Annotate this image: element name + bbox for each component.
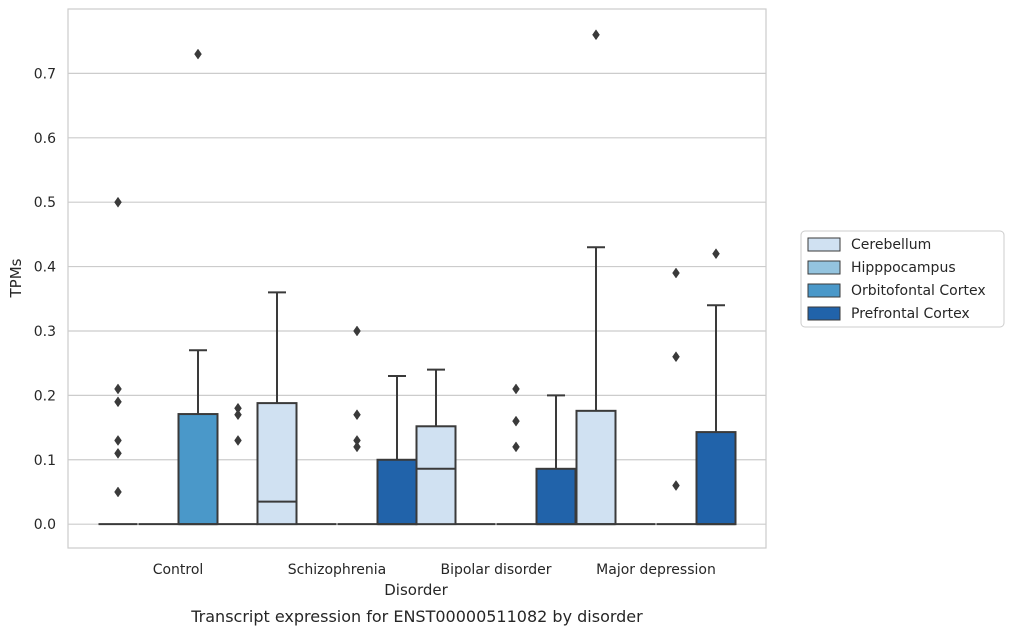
outlier-point [512,415,520,427]
legend-label: Cerebellum [851,237,931,253]
box-group [415,368,577,526]
y-tick-label: 0.7 [34,66,56,82]
legend-items: Cerebellum Hipppocampus Orbitofontal Corte… [807,237,986,322]
box-plot [695,248,737,526]
box-groups [98,29,737,526]
outlier-point [353,435,361,446]
outlier-point [234,409,242,421]
box-group [256,291,418,526]
outlier-point [512,383,520,395]
outlier-point [353,441,361,453]
outlier-point [672,267,680,279]
box [695,431,737,526]
box-plot [535,394,577,526]
outlier-point [114,486,122,498]
plot-frame [67,8,767,549]
outlier-point [194,48,202,60]
outlier-point [114,447,122,459]
y-tick-label: 0.4 [34,260,56,276]
box [535,467,577,526]
y-tick-label: 0.3 [34,324,56,340]
outlier-point [672,480,680,491]
outlier-point [114,196,122,208]
box-group [575,29,737,526]
box-plot [177,48,219,526]
outlier-point [234,435,242,446]
y-tick-label: 0.0 [34,517,56,533]
y-tick-label: 0.6 [34,131,56,147]
y-tick-label: 0.1 [34,453,56,469]
x-tick-label: Control [153,562,204,578]
legend-item: Cerebellum [807,237,931,253]
outlier-point [592,29,600,41]
outlier-point [712,248,720,260]
outlier-point [353,325,361,337]
box [376,458,418,526]
x-tick-label: Major depression [596,562,716,578]
legend-swatch [807,260,841,275]
outlier-point [234,402,242,414]
outlier-point [114,383,122,395]
legend-item: Orbitofontal Cortex [807,283,986,299]
box [575,409,617,526]
outlier-point [114,435,122,446]
box-plot [337,325,377,526]
box [177,413,219,526]
box-plot [575,29,617,526]
x-axis-tick-labels: Control Schizophrenia Bipolar disorder Majo… [153,562,716,578]
box-group [98,48,258,526]
box-plot [218,402,258,526]
box-plot [415,368,457,526]
plot-area [67,8,767,549]
figure-caption: Transcript expression for ENST0000051108… [190,607,643,626]
y-tick-label: 0.5 [34,195,56,211]
y-tick-label: 0.2 [34,388,56,404]
legend-label: Prefrontal Cortex [851,306,970,322]
x-tick-label: Bipolar disorder [440,562,551,578]
legend-item: Hipppocampus [807,260,956,276]
box [415,425,457,526]
legend-frame [800,230,1005,328]
box-plot [656,267,696,526]
x-axis-label: Disorder [384,581,448,599]
y-axis-tick-labels: 0.0 0.1 0.2 0.3 0.4 0.5 0.6 0.7 [34,66,56,533]
x-tick-label: Schizophrenia [288,562,386,578]
legend-swatch [807,283,841,298]
outlier-point [512,441,520,453]
legend-item: Prefrontal Cortex [807,306,970,322]
box-plot [98,196,138,526]
outlier-point [114,396,122,408]
outlier-point [353,409,361,421]
legend-label: Orbitofontal Cortex [851,283,986,299]
box-plot [496,383,536,526]
outlier-point [672,351,680,363]
box [256,402,298,526]
y-axis-label: TPMs [7,258,25,298]
legend: Cerebellum Hipppocampus Orbitofontal Corte… [800,230,1005,328]
box-plot [256,291,298,526]
legend-label: Hipppocampus [851,260,956,276]
legend-swatch [807,306,841,321]
legend-swatch [807,237,841,252]
